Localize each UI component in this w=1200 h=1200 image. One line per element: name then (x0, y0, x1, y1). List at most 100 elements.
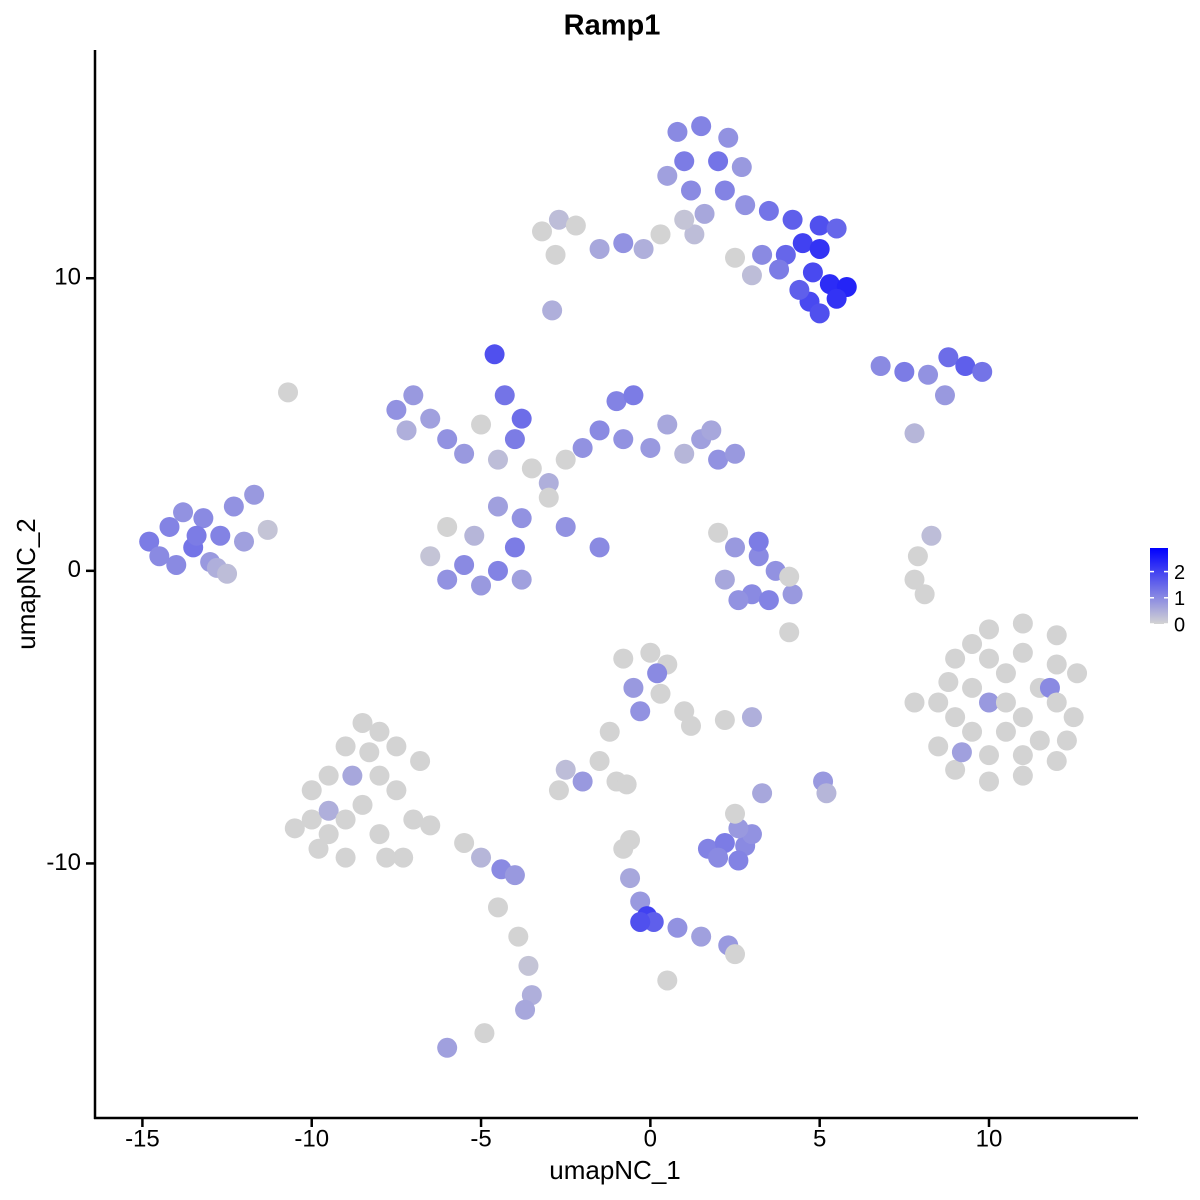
cell-point (335, 809, 356, 830)
cell-point (548, 209, 569, 230)
cell-point (955, 356, 976, 377)
cell-point (1046, 751, 1067, 772)
cell-point (758, 590, 779, 611)
cell-point (792, 233, 813, 254)
cell-point (369, 765, 390, 786)
cell-point (640, 642, 661, 663)
cell-point (735, 195, 756, 216)
cell-point (979, 619, 999, 640)
cell-point (630, 701, 651, 722)
cell-point (471, 847, 492, 868)
cell-point (555, 449, 576, 470)
cell-point (979, 648, 999, 669)
cell-point (928, 736, 949, 757)
x-tick-label: 10 (976, 1125, 1003, 1152)
cell-point (741, 707, 762, 728)
cell-point (758, 200, 779, 221)
cell-point (555, 759, 576, 780)
cell-point (278, 382, 299, 403)
cell-point (701, 420, 722, 441)
cell-point (725, 944, 746, 965)
cell-point (623, 677, 644, 698)
y-axis-label: umapNC_2 (11, 518, 41, 650)
cell-point (1056, 730, 1077, 751)
cell-point (623, 385, 644, 406)
colorbar (1150, 548, 1168, 624)
cell-point (437, 429, 458, 450)
cell-point (674, 443, 695, 464)
cell-point (359, 742, 380, 763)
cell-point (748, 546, 769, 567)
cell-point (904, 423, 925, 444)
cell-point (532, 221, 552, 242)
cell-point (538, 487, 559, 508)
cell-point (816, 783, 837, 804)
cell-point (681, 180, 701, 201)
cell-point (769, 259, 790, 280)
cell-point (630, 911, 651, 932)
cell-point (139, 531, 160, 552)
cell-point (613, 429, 634, 450)
cell-point (393, 847, 414, 868)
cell-point (728, 590, 749, 611)
cell-point (386, 736, 407, 757)
cell-point (572, 771, 593, 792)
cell-point (301, 780, 322, 801)
cell-point (752, 244, 773, 265)
cell-point (633, 238, 654, 259)
cell-point (454, 832, 475, 853)
cell-point (511, 569, 532, 590)
cell-point (674, 151, 695, 172)
cell-point (1012, 642, 1033, 663)
cell-point (508, 926, 529, 947)
cell-point (728, 850, 749, 871)
cell-point (718, 127, 739, 148)
cell-point (318, 800, 339, 821)
cell-point (951, 742, 972, 763)
cell-point (589, 238, 610, 259)
cell-point (826, 288, 847, 309)
cell-point (921, 525, 942, 546)
cell-point (454, 443, 475, 464)
x-tick-label: -5 (470, 1125, 491, 1152)
cell-point (1063, 707, 1084, 728)
cell-point (725, 443, 746, 464)
cell-point (714, 569, 735, 590)
cell-point (511, 508, 532, 529)
cell-point (714, 710, 735, 731)
cell-point (1046, 654, 1067, 675)
cell-point (725, 803, 746, 824)
cell-point (708, 522, 729, 543)
chart-title: Ramp1 (564, 10, 661, 42)
cell-point (894, 361, 915, 382)
cell-point (647, 663, 668, 684)
cell-point (809, 238, 830, 259)
cell-point (613, 648, 634, 669)
cell-point (494, 385, 515, 406)
cell-point (674, 209, 695, 230)
cell-point (159, 516, 180, 537)
cell-point (694, 203, 715, 224)
cell-point (613, 233, 634, 254)
cell-point (589, 537, 610, 558)
cell-point (599, 721, 620, 742)
cell-point (376, 847, 397, 868)
cell-point (691, 926, 712, 947)
cell-point (962, 633, 983, 654)
cell-point (369, 824, 390, 845)
cell-point (1012, 707, 1033, 728)
cell-point (487, 449, 508, 470)
colorbar-label: 2 (1174, 562, 1185, 584)
cell-point (1029, 730, 1050, 751)
cell-point (802, 262, 823, 283)
cell-point (542, 300, 563, 321)
cell-point (474, 1023, 495, 1044)
cell-point (234, 531, 254, 552)
cell-point (650, 683, 671, 704)
cell-point (741, 265, 762, 286)
cell-point (454, 554, 475, 575)
cell-point (403, 385, 424, 406)
y-tick-label: 0 (68, 556, 81, 583)
cell-point (606, 391, 627, 412)
